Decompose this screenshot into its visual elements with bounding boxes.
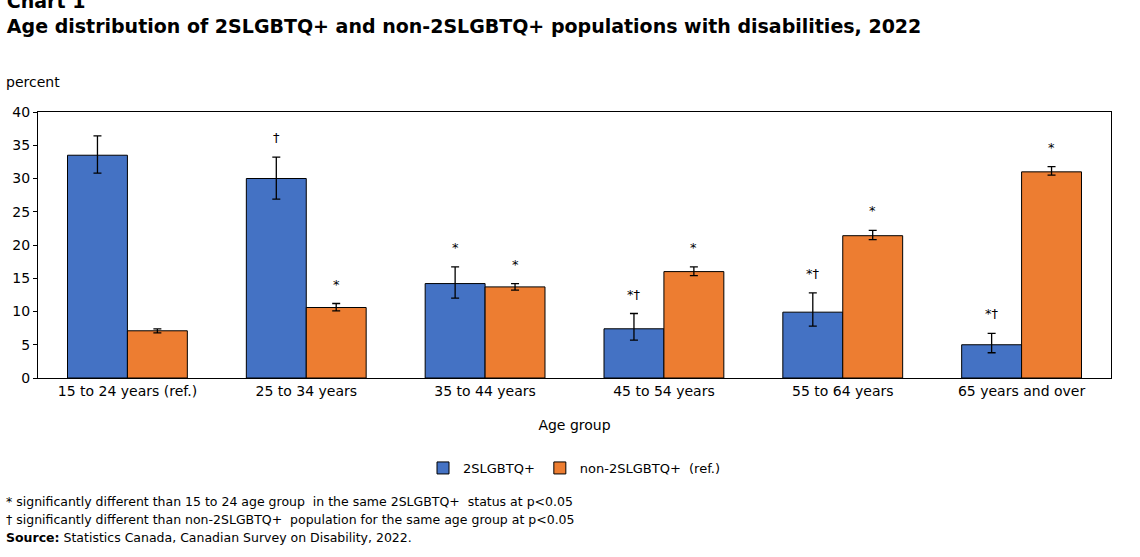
svg-text:45 to 54 years: 45 to 54 years xyxy=(613,383,715,399)
svg-text:*: * xyxy=(690,240,697,255)
svg-text:25: 25 xyxy=(12,204,30,220)
svg-text:* significantly different than: * significantly different than 15 to 24 … xyxy=(6,494,573,509)
svg-text:*: * xyxy=(512,257,519,272)
svg-text:Age group: Age group xyxy=(538,417,610,433)
svg-text:15 to 24 years (ref.): 15 to 24 years (ref.) xyxy=(58,383,197,399)
svg-text:10: 10 xyxy=(12,303,30,319)
svg-text:*: * xyxy=(1048,140,1055,155)
svg-text:35 to 44 years: 35 to 44 years xyxy=(434,383,536,399)
svg-text:*: * xyxy=(869,203,876,218)
svg-text:30: 30 xyxy=(12,170,30,186)
svg-text:65 years and over: 65 years and over xyxy=(958,383,1085,399)
svg-text:Chart 1Age distribution of 2SL: Chart 1Age distribution of 2SLGBTQ+ and … xyxy=(7,0,921,37)
svg-text:55 to 64 years: 55 to 64 years xyxy=(792,383,894,399)
svg-text:*†: *† xyxy=(627,287,641,302)
svg-text:†: † xyxy=(273,130,280,145)
svg-text:Source: Statistics Canada, Can: Source: Statistics Canada, Canadian Surv… xyxy=(6,530,412,545)
svg-text:35: 35 xyxy=(12,137,30,153)
svg-text:2SLGBTQ+: 2SLGBTQ+ xyxy=(463,461,535,476)
svg-text:non-2SLGBTQ+ (ref.): non-2SLGBTQ+ (ref.) xyxy=(580,461,720,476)
svg-text:25 to 34 years: 25 to 34 years xyxy=(255,383,357,399)
svg-text:40: 40 xyxy=(12,104,30,120)
svg-text:0: 0 xyxy=(21,370,30,386)
svg-text:† significantly different than: † significantly different than non-2SLGB… xyxy=(6,512,575,527)
svg-text:*†: *† xyxy=(985,306,999,321)
svg-text:*: * xyxy=(452,240,459,255)
svg-text:15: 15 xyxy=(12,270,30,286)
svg-text:*: * xyxy=(333,277,340,292)
svg-text:*†: *† xyxy=(806,266,820,281)
svg-text:percent: percent xyxy=(6,74,60,90)
svg-text:5: 5 xyxy=(21,337,30,353)
svg-text:20: 20 xyxy=(12,237,30,253)
